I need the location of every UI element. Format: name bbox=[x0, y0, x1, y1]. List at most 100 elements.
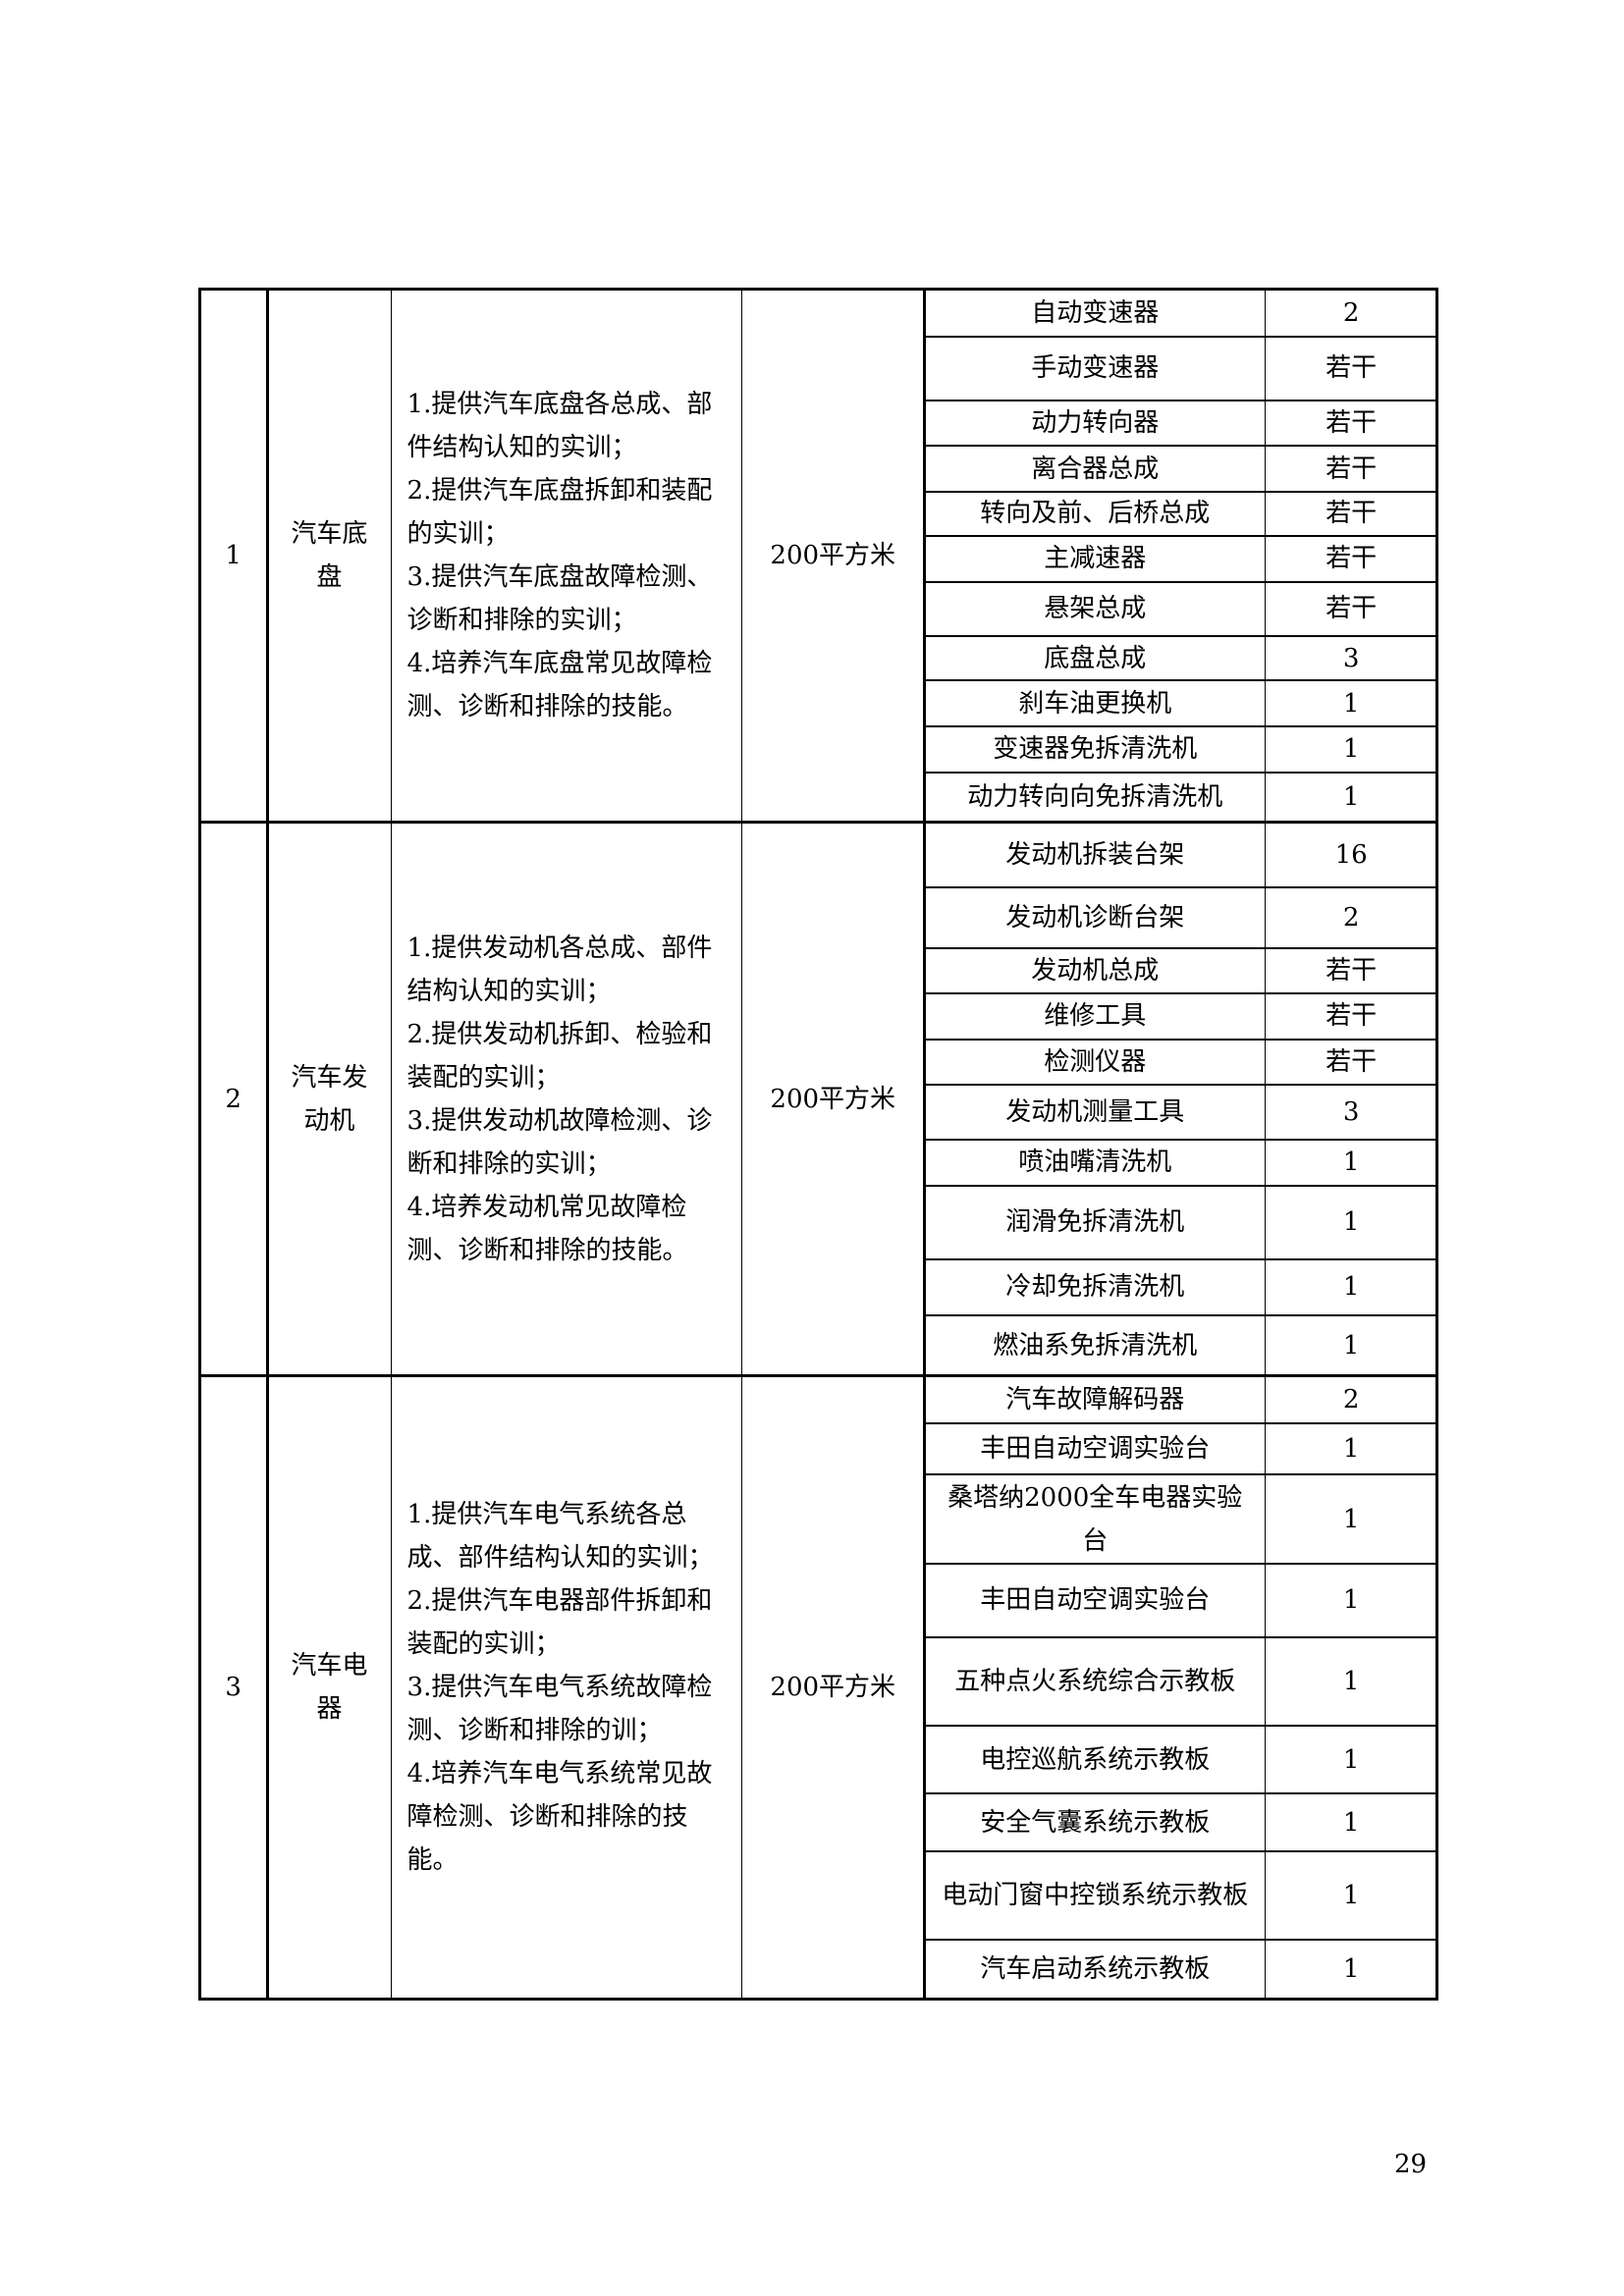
section-number: 1 bbox=[225, 541, 242, 571]
column-divider bbox=[391, 288, 393, 2001]
row-divider bbox=[924, 1257, 1437, 1260]
equipment-quantity: 1 bbox=[1342, 1434, 1360, 1465]
row-divider bbox=[924, 399, 1437, 401]
equipment-quantity: 2 bbox=[1342, 297, 1360, 328]
row-divider bbox=[924, 1939, 1437, 1942]
equipment-name: 喷油嘴清洗机 bbox=[1018, 1148, 1172, 1178]
equipment-name: 丰田自动空调实验台 bbox=[980, 1434, 1211, 1465]
equipment-name: 电动门窗中控锁系统示教板 bbox=[942, 1881, 1249, 1911]
section-description: 1.提供汽车电气系统各总成、部件结构认知的实训； 2.提供汽车电器部件拆卸和装配… bbox=[406, 1500, 714, 1876]
equipment-name: 汽车启动系统示教板 bbox=[980, 1954, 1211, 1985]
row-divider bbox=[924, 679, 1437, 682]
row-divider bbox=[924, 1184, 1437, 1187]
row-divider bbox=[924, 1792, 1437, 1795]
row-divider bbox=[924, 1473, 1437, 1476]
section-divider bbox=[199, 821, 1437, 825]
equipment-quantity: 1 bbox=[1342, 1667, 1360, 1697]
equipment-name: 发动机诊断台架 bbox=[1005, 902, 1185, 933]
equipment-name: 桑塔纳2000全车电器实验台 bbox=[947, 1482, 1243, 1556]
table-bottom-border bbox=[199, 1997, 1437, 2001]
equipment-name: 变速器免拆清洗机 bbox=[993, 734, 1198, 765]
row-divider bbox=[924, 580, 1437, 583]
equipment-name: 安全气囊系统示教板 bbox=[980, 1807, 1211, 1838]
equipment-quantity: 2 bbox=[1342, 1384, 1360, 1415]
equipment-quantity: 1 bbox=[1342, 1272, 1360, 1303]
equipment-name: 维修工具 bbox=[1044, 1001, 1147, 1032]
section-divider bbox=[199, 288, 1437, 292]
equipment-name: 手动变速器 bbox=[1031, 353, 1160, 384]
equipment-name: 主减速器 bbox=[1044, 544, 1147, 574]
row-divider bbox=[924, 724, 1437, 727]
equipment-quantity: 1 bbox=[1342, 1807, 1360, 1838]
equipment-quantity: 1 bbox=[1342, 1744, 1360, 1775]
equipment-name: 电控巡航系统示教板 bbox=[980, 1744, 1211, 1775]
equipment-quantity: 3 bbox=[1342, 1097, 1360, 1128]
page-number: 29 bbox=[1394, 2150, 1428, 2179]
row-divider bbox=[924, 1725, 1437, 1728]
equipment-quantity: 若干 bbox=[1326, 955, 1378, 986]
section-name: 汽车底盘 bbox=[291, 519, 368, 593]
equipment-quantity: 若干 bbox=[1326, 544, 1378, 574]
equipment-quantity: 若干 bbox=[1326, 353, 1378, 384]
equipment-quantity: 1 bbox=[1342, 782, 1360, 813]
row-divider bbox=[924, 1562, 1437, 1565]
equipment-quantity: 1 bbox=[1342, 1148, 1360, 1178]
equipment-quantity: 16 bbox=[1334, 839, 1368, 870]
equipment-name: 润滑免拆清洗机 bbox=[1005, 1207, 1185, 1238]
row-divider bbox=[924, 1084, 1437, 1087]
column-divider bbox=[1265, 288, 1267, 2001]
equipment-quantity: 1 bbox=[1342, 1881, 1360, 1911]
equipment-quantity: 1 bbox=[1342, 1207, 1360, 1238]
equipment-quantity: 1 bbox=[1342, 1585, 1360, 1616]
equipment-name: 转向及前、后桥总成 bbox=[980, 499, 1211, 529]
section-name: 汽车电器 bbox=[291, 1651, 368, 1725]
equipment-name: 悬架总成 bbox=[1044, 594, 1147, 624]
equipment-name: 丰田自动空调实验台 bbox=[980, 1585, 1211, 1616]
row-divider bbox=[924, 1139, 1437, 1142]
column-divider bbox=[197, 288, 201, 2001]
equipment-quantity: 1 bbox=[1342, 1504, 1360, 1534]
equipment-name: 底盘总成 bbox=[1044, 643, 1147, 673]
row-divider bbox=[924, 534, 1437, 537]
row-divider bbox=[924, 445, 1437, 448]
section-number: 3 bbox=[225, 1673, 242, 1703]
equipment-name: 燃油系免拆清洗机 bbox=[993, 1330, 1198, 1361]
row-divider bbox=[924, 992, 1437, 995]
equipment-name: 五种点火系统综合示教板 bbox=[954, 1667, 1236, 1697]
equipment-quantity: 若干 bbox=[1326, 407, 1378, 438]
section-name: 汽车发动机 bbox=[291, 1062, 368, 1136]
equipment-name: 检测仪器 bbox=[1044, 1047, 1147, 1078]
section-description: 1.提供汽车底盘各总成、部件结构认知的实训； 2.提供汽车底盘拆卸和装配的实训；… bbox=[406, 390, 713, 722]
equipment-quantity: 2 bbox=[1342, 902, 1360, 933]
equipment-quantity: 若干 bbox=[1326, 594, 1378, 624]
section-area: 200平方米 bbox=[770, 541, 896, 571]
row-divider bbox=[924, 885, 1437, 888]
equipment-name: 冷却免拆清洗机 bbox=[1005, 1272, 1185, 1303]
row-divider bbox=[924, 1850, 1437, 1853]
equipment-quantity: 1 bbox=[1342, 1954, 1360, 1985]
row-divider bbox=[924, 946, 1437, 949]
row-divider bbox=[924, 1635, 1437, 1638]
equipment-name: 动力转向向免拆清洗机 bbox=[967, 782, 1223, 813]
section-area: 200平方米 bbox=[770, 1084, 896, 1114]
equipment-quantity: 1 bbox=[1342, 1330, 1360, 1361]
row-divider bbox=[924, 1314, 1437, 1317]
column-divider bbox=[1435, 288, 1438, 2001]
row-divider bbox=[924, 771, 1437, 774]
equipment-name: 动力转向器 bbox=[1031, 407, 1160, 438]
equipment-name: 发动机总成 bbox=[1031, 955, 1160, 986]
row-divider bbox=[924, 1421, 1437, 1424]
equipment-name: 刹车油更换机 bbox=[1018, 688, 1172, 719]
equipment-quantity: 若干 bbox=[1326, 1047, 1378, 1078]
section-divider bbox=[199, 1374, 1437, 1378]
equipment-name: 发动机测量工具 bbox=[1005, 1097, 1185, 1128]
section-number: 2 bbox=[225, 1084, 242, 1114]
column-divider bbox=[265, 288, 269, 2001]
equipment-quantity: 若干 bbox=[1326, 499, 1378, 529]
equipment-name: 汽车故障解码器 bbox=[1005, 1384, 1185, 1415]
equipment-name: 离合器总成 bbox=[1031, 454, 1160, 484]
section-area: 200平方米 bbox=[770, 1673, 896, 1703]
row-divider bbox=[924, 1038, 1437, 1041]
row-divider bbox=[924, 335, 1437, 338]
section-description: 1.提供发动机各总成、部件结构认知的实训； 2.提供发动机拆卸、检验和装配的实训… bbox=[406, 933, 713, 1265]
